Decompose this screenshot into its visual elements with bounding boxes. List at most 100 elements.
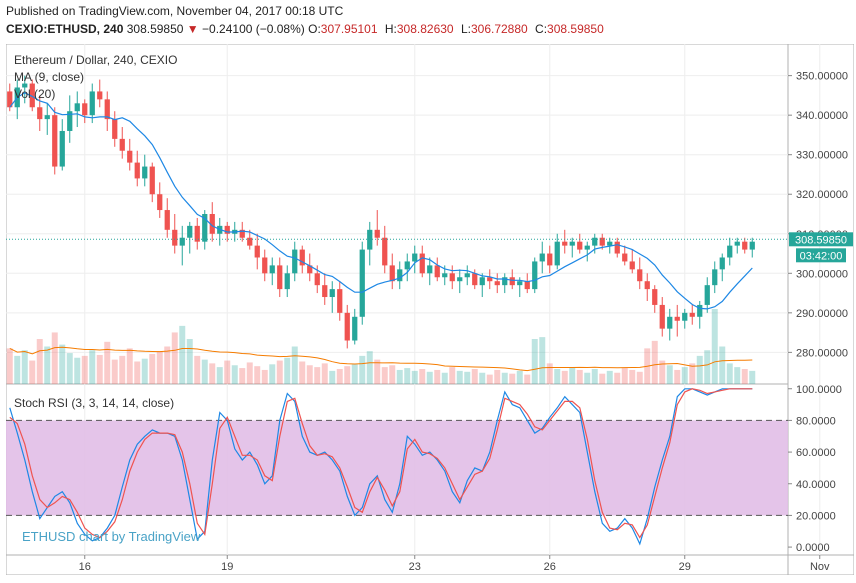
candle-body <box>292 249 298 274</box>
volume-bars <box>6 309 756 384</box>
candle-body <box>262 257 268 274</box>
volume-bar <box>134 361 141 384</box>
candle-body <box>697 304 703 317</box>
chart-frame[interactable]: 350.00000340.00000330.00000320.00000310.… <box>5 43 855 576</box>
volume-bar <box>374 359 381 384</box>
volume-bar <box>554 369 561 384</box>
indicator-lines <box>6 92 788 546</box>
volume-bar <box>224 360 231 384</box>
volume-bar <box>539 337 546 384</box>
candle-body <box>269 265 275 274</box>
candle-body <box>464 273 470 278</box>
candle-body <box>734 241 740 246</box>
candle-body <box>82 103 88 116</box>
volume-bar <box>59 344 66 384</box>
candle-body <box>434 265 440 278</box>
volume-bar <box>471 369 478 384</box>
stoch-axis[interactable]: 100.0000 80.0000 60.0000 40.0000 20.0000 0.00… <box>788 384 842 554</box>
volume-bar <box>704 350 711 384</box>
volume-bar <box>351 364 358 384</box>
price-badges: 308.59850 03:42:00 <box>789 232 853 263</box>
price-tick-label: 340.00000 <box>796 110 848 122</box>
volume-bar <box>306 365 313 384</box>
volume-bar <box>584 372 591 384</box>
candle-body <box>607 241 613 246</box>
volume-bar <box>291 346 298 384</box>
volume-bar <box>209 363 216 384</box>
candle-body <box>149 166 155 195</box>
candle-body <box>374 229 380 238</box>
candle-body <box>457 277 463 282</box>
stoch-k-line <box>9 388 753 546</box>
candle-body <box>104 99 110 120</box>
volume-bar <box>29 360 36 384</box>
volume-bar <box>321 363 328 384</box>
candle-body <box>284 273 290 290</box>
close-value: 308.59850 <box>547 22 604 36</box>
stoch-tick-label: 60.0000 <box>796 447 836 459</box>
last-price: 308.59850 <box>126 22 184 36</box>
candle-body <box>547 253 553 266</box>
volume-bar <box>576 369 583 384</box>
volume-bar <box>666 365 673 384</box>
volume-bar <box>479 372 486 384</box>
candle-body <box>127 150 133 163</box>
candle-body <box>427 265 433 274</box>
candle-body <box>742 241 748 250</box>
volume-bar <box>569 367 576 384</box>
candle-body <box>659 304 665 329</box>
volume-bar <box>21 350 28 384</box>
candle-body <box>674 316 680 321</box>
candle-body <box>44 115 50 120</box>
volume-bar <box>741 369 748 384</box>
volume-bar <box>284 357 291 384</box>
stoch-legend: Stoch RSI (3, 3, 14, 14, close) <box>14 396 174 410</box>
stoch-d-line <box>9 388 753 539</box>
volume-bar <box>231 365 238 384</box>
time-badge <box>796 248 846 263</box>
candle-body <box>314 273 320 286</box>
candle-body <box>134 162 140 179</box>
volume-bar <box>179 325 186 384</box>
last-price-badge <box>789 232 853 247</box>
volume-bar <box>299 361 306 384</box>
volume-bar <box>89 350 96 384</box>
candle-body <box>712 269 718 286</box>
high-value: 308.82630 <box>396 22 454 36</box>
price-tick-label: 280.00000 <box>796 347 848 359</box>
price-tick-label: 330.00000 <box>796 150 848 162</box>
chart-svg[interactable]: 350.00000340.00000330.00000320.00000310.… <box>5 43 855 576</box>
volume-ma-line <box>9 346 753 372</box>
volume-bar <box>726 363 733 384</box>
volume-bar <box>411 370 418 384</box>
volume-bar <box>126 348 133 384</box>
candle-body <box>389 265 395 282</box>
time-axis[interactable]: 1619232629Nov4 <box>79 555 854 573</box>
candle-body <box>479 277 485 286</box>
stoch-tick-label: 100.0000 <box>796 384 842 396</box>
volume-bar <box>396 369 403 384</box>
candle-body <box>449 273 455 282</box>
volume-bar <box>171 332 178 384</box>
volume-bar <box>66 353 73 384</box>
candle-body <box>239 229 245 238</box>
volume-bar <box>96 354 103 384</box>
candle-body <box>592 237 598 246</box>
candles <box>7 75 755 349</box>
candle-body <box>404 261 410 270</box>
price-axis[interactable]: 350.00000340.00000330.00000320.00000310.… <box>788 71 848 360</box>
volume-bar <box>711 309 718 384</box>
candle-body <box>644 281 650 290</box>
candle-body <box>194 225 200 242</box>
candle-body <box>719 257 725 270</box>
symbol-label: CEXIO:ETHUSD, 240 <box>6 22 124 36</box>
volume-bar <box>381 367 388 384</box>
volume-bar <box>141 358 148 384</box>
time-badge-text: 03:42:00 <box>800 250 843 262</box>
volume-bar <box>81 355 88 384</box>
candle-body <box>202 214 208 242</box>
volume-bar <box>359 355 366 384</box>
candle-body <box>97 91 103 100</box>
candle-body <box>344 312 350 341</box>
candle-body <box>562 241 568 246</box>
